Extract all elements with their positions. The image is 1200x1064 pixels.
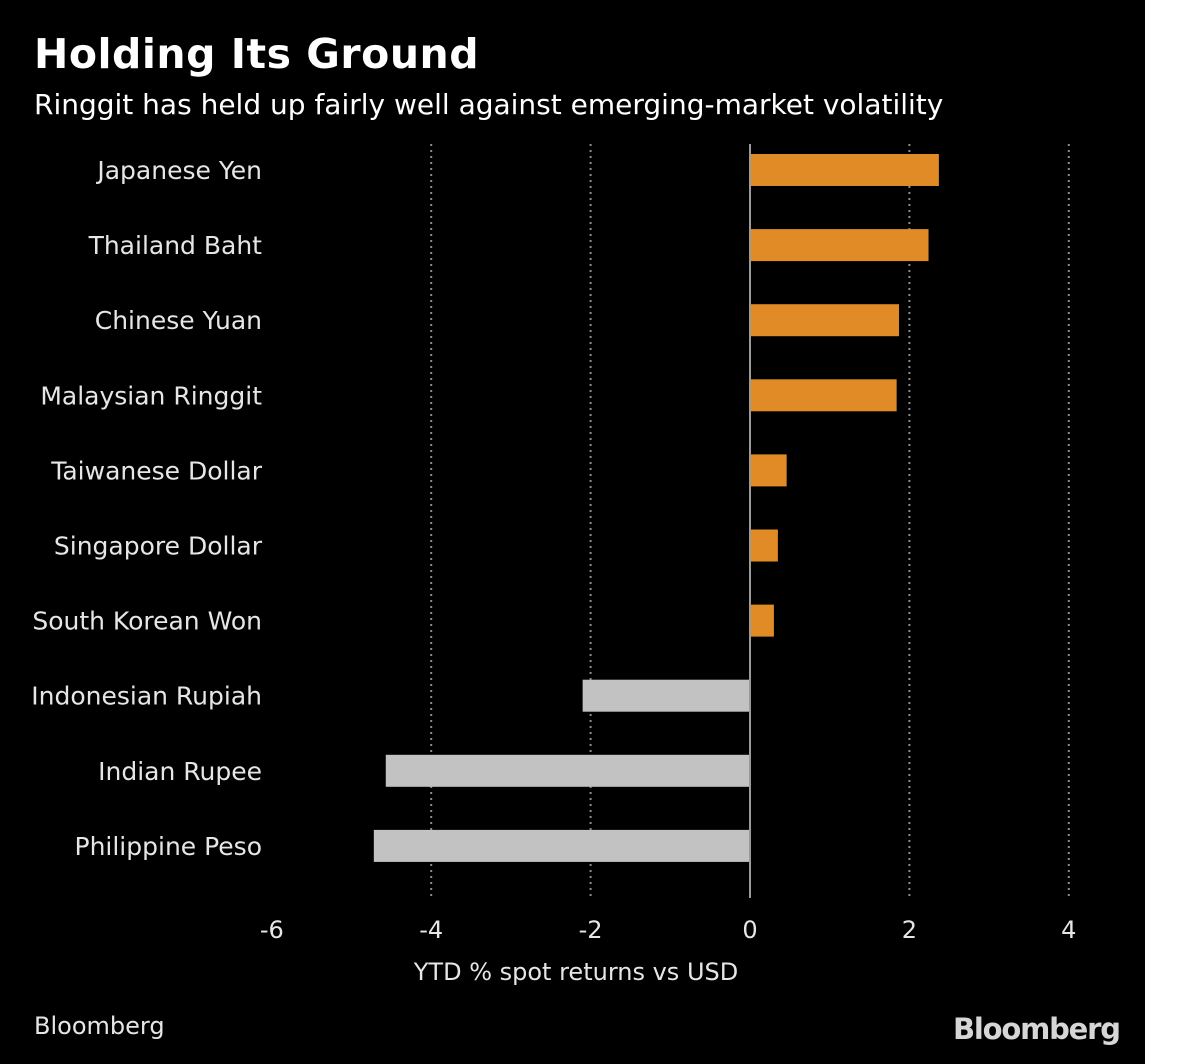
bar-thailand-baht [750,229,929,262]
bar-malaysian-ringgit [750,379,897,412]
bar-indonesian-rupiah [582,679,750,712]
bar-singapore-dollar [750,529,778,562]
bar-japanese-yen [750,154,939,186]
chart-subtitle: Ringgit has held up fairly well against … [34,88,944,121]
bars [373,154,939,862]
chart-page: Holding Its Ground Ringgit has held up f… [0,0,1145,1064]
bar-south-korean-won [750,604,774,637]
x-tick-label--2: -2 [579,916,603,944]
x-tick-label--6: -6 [260,916,284,944]
category-label-singapore-dollar: Singapore Dollar [54,532,263,561]
x-tick-label-2: 2 [902,916,917,944]
x-tick-label-0: 0 [742,916,757,944]
bar-chinese-yuan [750,304,900,337]
x-axis-label: YTD % spot returns vs USD [413,958,738,986]
category-label-malaysian-ringgit: Malaysian Ringgit [40,381,262,410]
x-tick-label-4: 4 [1061,916,1076,944]
bar-philippine-peso [373,829,750,862]
category-label-thailand-baht: Thailand Baht [88,231,263,260]
chart-title: Holding Its Ground [34,30,480,78]
category-label-indian-rupee: Indian Rupee [98,757,262,786]
category-labels: Japanese Yen Thailand Baht Chinese Yuan Mal… [31,156,262,861]
bloomberg-logo: Bloomberg [953,1012,1121,1046]
bar-taiwanese-dollar [750,454,787,487]
category-label-indonesian-rupiah: Indonesian Rupiah [31,682,262,711]
category-label-chinese-yuan: Chinese Yuan [95,306,262,335]
category-label-philippine-peso: Philippine Peso [75,832,263,861]
category-label-japanese-yen: Japanese Yen [95,156,262,185]
category-label-taiwanese-dollar: Taiwanese Dollar [50,456,263,485]
source-label: Bloomberg [34,1012,165,1040]
category-label-south-korean-won: South Korean Won [32,607,262,636]
x-tick-labels: -6 -4 -2 0 2 4 [260,916,1077,944]
bar-indian-rupee [385,754,750,787]
bar-chart: Japanese Yen Thailand Baht Chinese Yuan Mal… [31,144,1077,986]
x-tick-label--4: -4 [419,916,443,944]
